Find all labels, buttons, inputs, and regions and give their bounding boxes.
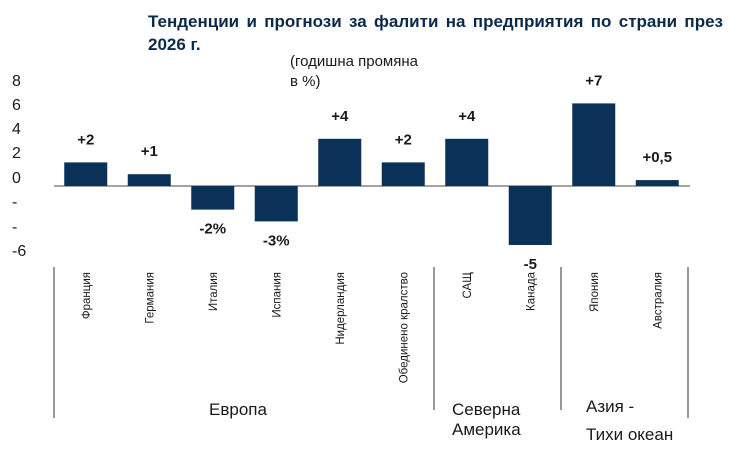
y-tick-label: 6 [12,97,21,114]
data-label: +1 [141,143,158,160]
x-tick-label: Канада [525,271,537,311]
y-tick-label: -6 [12,243,26,260]
x-tick-label: Обединено кралство [398,272,410,383]
x-tick-label: Франция [81,272,93,319]
bar [572,103,616,186]
bar [254,186,298,222]
data-label: +2 [77,131,94,148]
bar [508,186,552,245]
y-tick-label: 4 [12,121,21,138]
bar [445,138,489,186]
x-tick-label: Нидерландия [335,272,347,345]
y-tick-label: 2 [12,145,21,162]
x-tick-label: Германия [144,272,156,324]
chart-subtitle: (годишна промяна в %) [290,53,418,90]
x-tick-label: Австралия [652,272,664,329]
data-label: +2 [395,131,412,148]
data-label: +0,5 [642,149,672,166]
x-tick-label: САЩ [462,272,474,299]
bar [381,162,425,186]
group-label: Азия -Тихи океан [586,397,673,444]
data-label: +7 [585,72,602,89]
bar [635,180,679,186]
y-tick-label: - [12,194,17,211]
data-label: -5 [524,256,537,273]
chart-title: Тенденции и прогнози за фалити на предпр… [148,12,723,54]
data-label: -3% [263,232,290,249]
bar [127,174,171,186]
x-tick-label: Япония [589,272,601,312]
y-tick-label: 8 [12,73,21,90]
group-label: Европа [209,400,267,419]
bar [191,186,235,210]
data-label: +4 [331,108,349,125]
bar [318,138,362,186]
x-tick-label: Испания [271,272,283,318]
x-tick-label: Италия [208,272,220,311]
data-label: -2% [199,221,226,238]
y-tick-label: 0 [12,170,21,187]
bar [64,162,108,186]
data-label: +4 [458,108,476,125]
group-label: Северна Америка [452,400,521,439]
y-tick-label: - [12,219,17,236]
